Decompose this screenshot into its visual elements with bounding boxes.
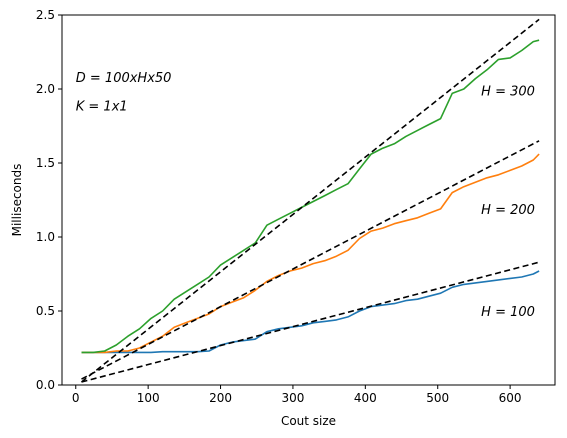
- x-tick-label: 400: [354, 391, 377, 405]
- y-tick-label: 2.0: [36, 82, 55, 96]
- annotation-label: H = 300: [481, 84, 535, 99]
- plot-area: [81, 18, 540, 383]
- annotation-label: K = 1x1: [76, 99, 128, 114]
- y-tick-label: 1.0: [36, 230, 55, 244]
- annotation-label: D = 100xHx50: [76, 71, 172, 86]
- annotation-label: H = 100: [481, 305, 535, 320]
- fit-line-3: [81, 261, 540, 383]
- y-tick-label: 1.5: [36, 156, 55, 170]
- y-axis-label: Milliseconds: [10, 164, 24, 237]
- x-tick-label: 200: [209, 391, 232, 405]
- x-tick-label: 600: [499, 391, 522, 405]
- y-tick-label: 0.5: [36, 304, 55, 318]
- y-tick-label: 0.0: [36, 378, 55, 392]
- x-tick-label: 100: [137, 391, 160, 405]
- y-tick-label: 2.5: [36, 8, 55, 22]
- series-line-3: [81, 39, 540, 354]
- fit-line-2: [81, 140, 540, 380]
- x-tick-label: 500: [426, 391, 449, 405]
- x-tick-label: 0: [72, 391, 80, 405]
- plot-series-group: [81, 18, 540, 383]
- annotations: D = 100xHx50 K = 1x1 H = 300 H = 200 H = 100: [76, 71, 535, 320]
- plot-frame: [61, 14, 556, 386]
- axis-ticks: 0 100 200 300 400 500 600 0.0 0.5 1.0 1.5 2.0 2.5: [36, 8, 522, 405]
- fit-line-1: [81, 18, 540, 383]
- annotation-label: H = 200: [481, 203, 535, 218]
- x-tick-label: 300: [281, 391, 304, 405]
- series-line-1: [81, 270, 540, 354]
- x-axis-label: Cout size: [281, 414, 336, 428]
